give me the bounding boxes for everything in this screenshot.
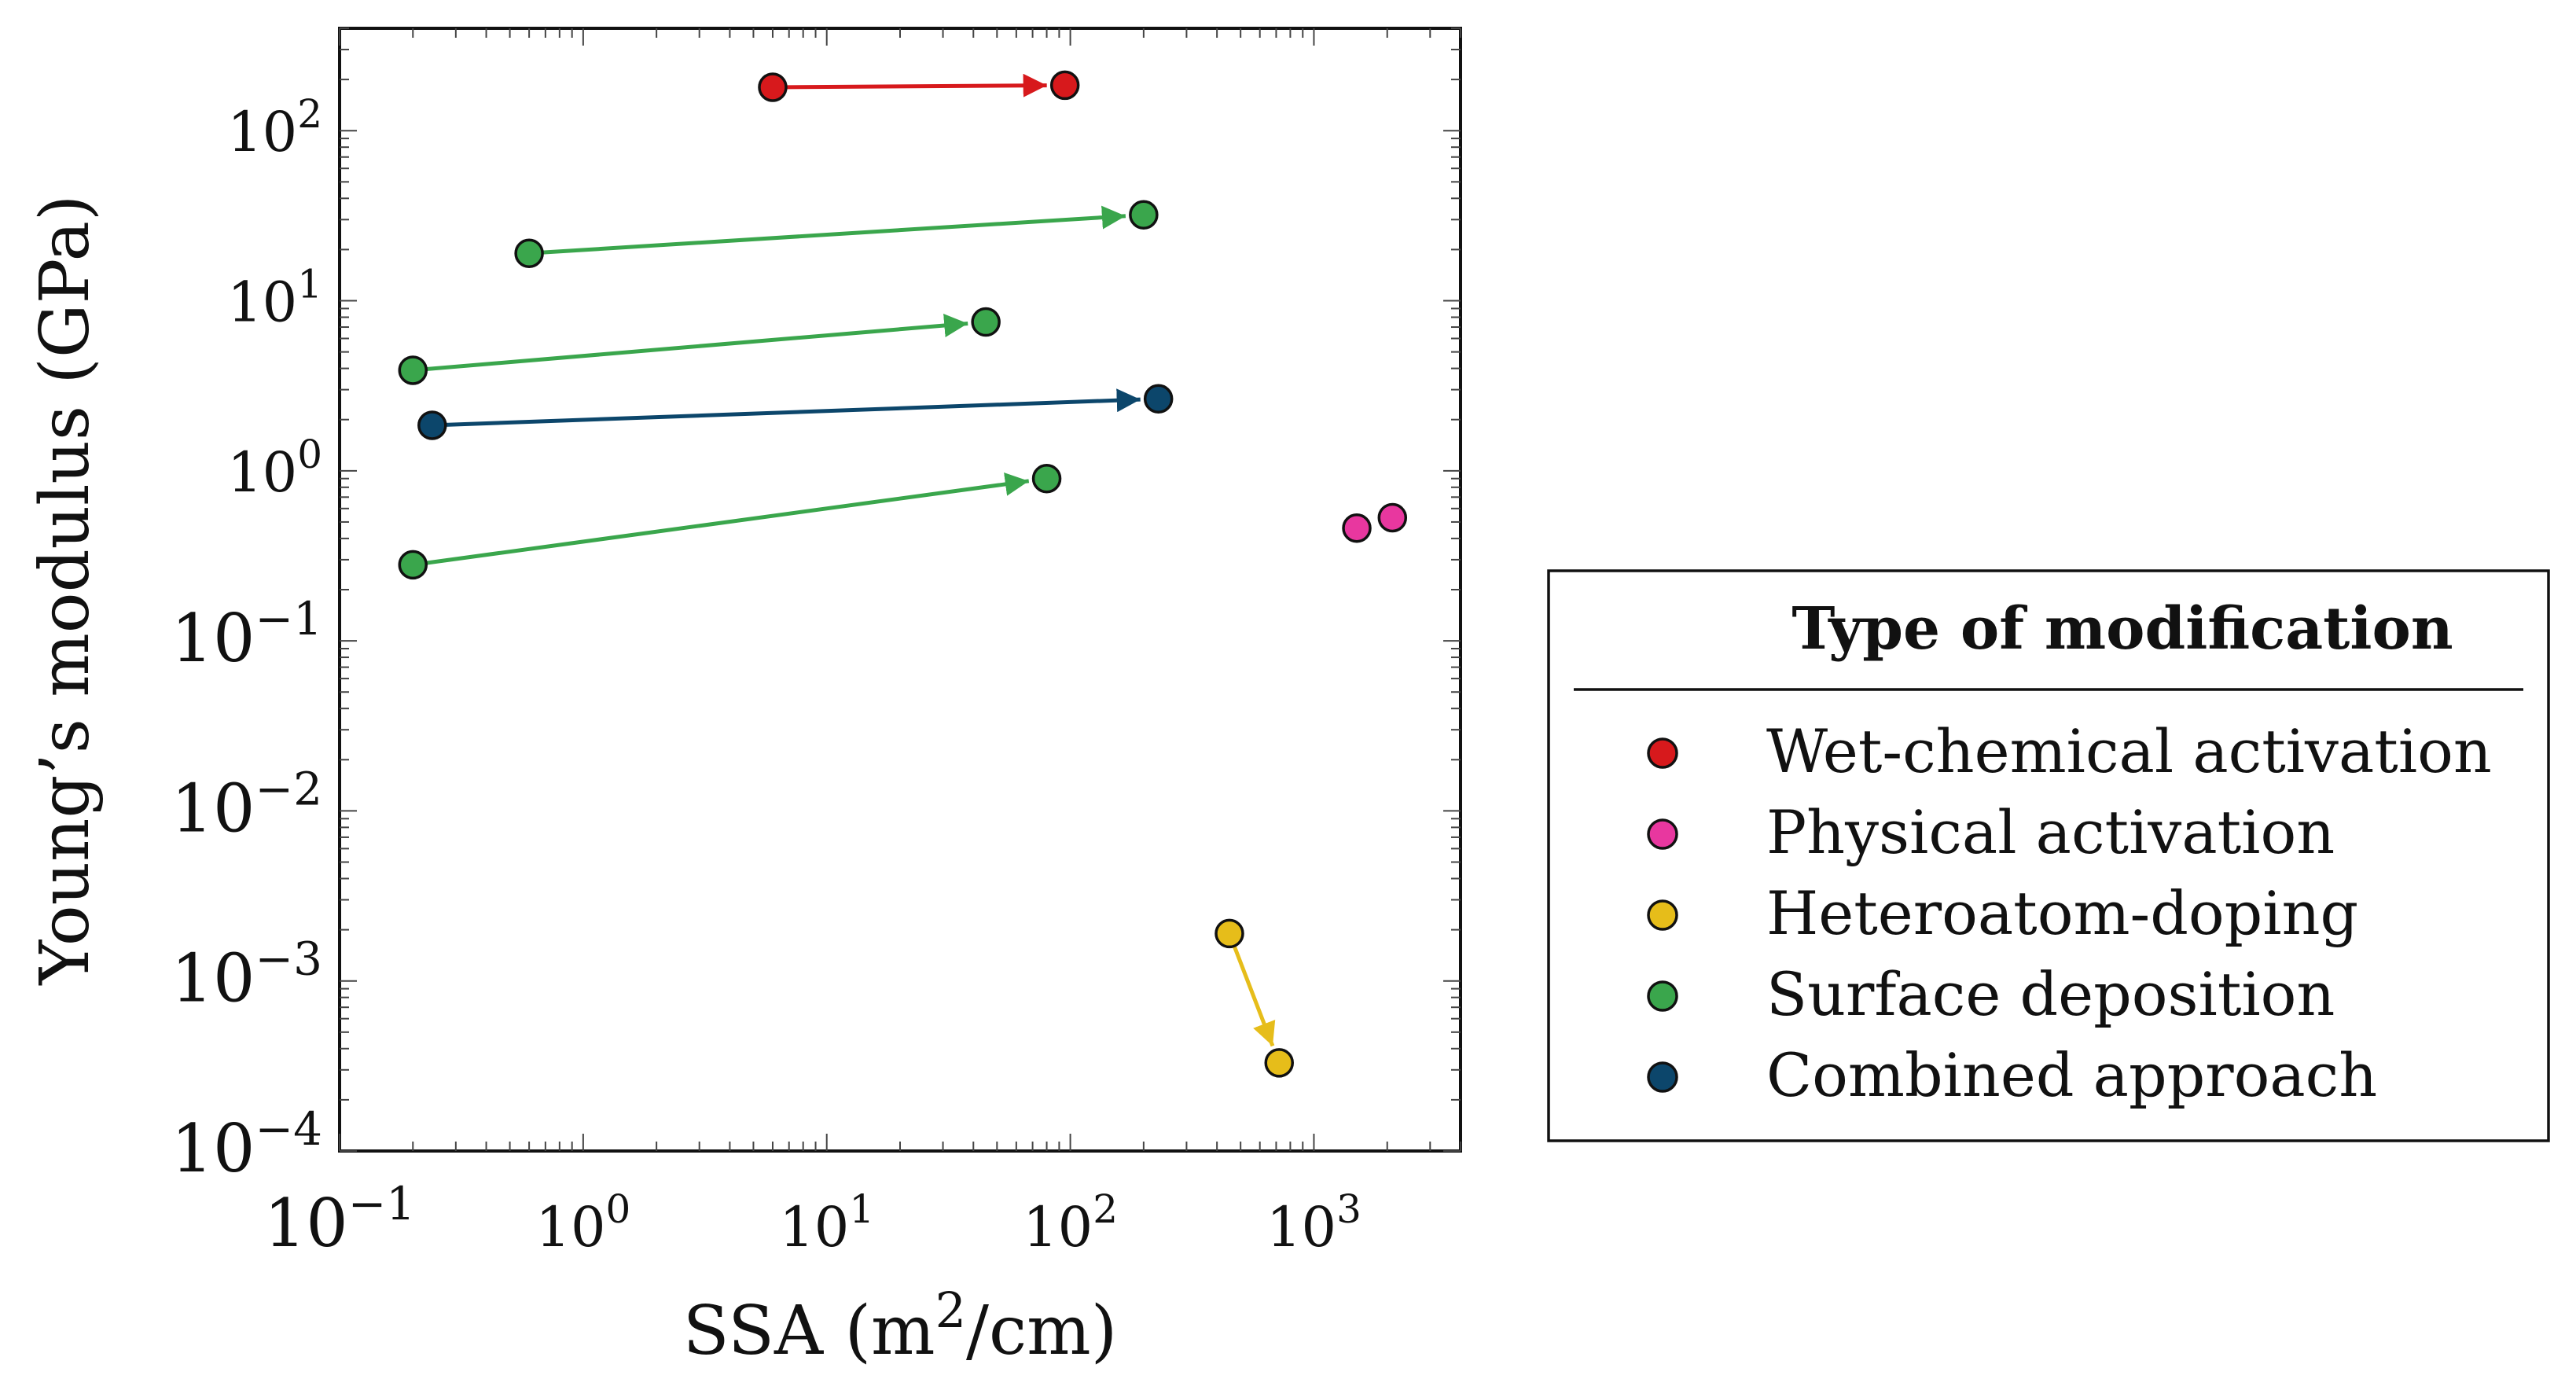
tick-label-exponent: 0 bbox=[297, 432, 322, 477]
points-layer bbox=[398, 70, 1408, 1078]
data-point bbox=[1129, 200, 1159, 230]
tick-label-base: 10 bbox=[535, 1195, 605, 1259]
x-axis-label-superscript: 2 bbox=[935, 1282, 966, 1339]
tick-label-base: 10 bbox=[171, 770, 255, 847]
legend-marker bbox=[1647, 899, 1678, 931]
tick-label-exponent: 3 bbox=[1336, 1186, 1361, 1232]
legend-label: Surface deposition bbox=[1766, 959, 2335, 1029]
arrow bbox=[425, 472, 1030, 565]
x-tick-label: 100 bbox=[535, 1186, 630, 1259]
data-point bbox=[1049, 70, 1080, 101]
legend: Type of modification Wet-chemical activa… bbox=[1547, 569, 2550, 1142]
legend-title: Type of modification bbox=[1791, 595, 2453, 663]
x-tick-label: 102 bbox=[1023, 1186, 1118, 1259]
y-tick-label: 10−1 bbox=[171, 592, 322, 677]
tick-label-base: 10 bbox=[227, 270, 297, 335]
arrow bbox=[426, 314, 968, 372]
y-tick-label: 100 bbox=[227, 432, 322, 505]
arrow bbox=[542, 205, 1126, 255]
tick-label-exponent: 0 bbox=[605, 1186, 630, 1232]
legend-marker bbox=[1647, 737, 1678, 769]
legend-label: Heteroatom-doping bbox=[1766, 878, 2358, 948]
data-point bbox=[1264, 1048, 1294, 1078]
legend-label: Physical activation bbox=[1766, 797, 2335, 867]
tick-label-base: 10 bbox=[264, 1185, 348, 1262]
legend-label: Combined approach bbox=[1766, 1040, 2377, 1110]
y-axis-label: Young’s modulus (GPa) bbox=[26, 195, 105, 986]
tick-label-exponent: −1 bbox=[348, 1177, 416, 1230]
legend-marker bbox=[1647, 1061, 1678, 1093]
y-tick-label: 101 bbox=[227, 262, 322, 335]
tick-label-base: 10 bbox=[227, 100, 297, 164]
legend-box bbox=[1547, 569, 2550, 1142]
legend-marker bbox=[1647, 980, 1678, 1012]
x-tick-label: 101 bbox=[779, 1186, 874, 1259]
axis-ticks bbox=[339, 28, 1461, 1152]
arrow bbox=[445, 388, 1141, 427]
x-tick-label: 103 bbox=[1266, 1186, 1361, 1259]
legend-marker bbox=[1647, 818, 1678, 850]
tick-label-base: 10 bbox=[227, 440, 297, 505]
arrows-layer bbox=[425, 73, 1276, 1047]
arrow bbox=[785, 73, 1047, 97]
data-point bbox=[514, 238, 544, 268]
data-point bbox=[758, 72, 788, 102]
x-axis-label-text: /cm) bbox=[966, 1292, 1117, 1370]
x-tick-label: 10−1 bbox=[264, 1177, 415, 1262]
tick-label-base: 10 bbox=[171, 940, 255, 1017]
data-point bbox=[971, 307, 1001, 337]
tick-label-exponent: 1 bbox=[849, 1186, 874, 1232]
tick-label-exponent: −4 bbox=[255, 1102, 323, 1156]
tick-label-base: 10 bbox=[171, 600, 255, 677]
data-point bbox=[1143, 384, 1174, 414]
legend-label: Wet-chemical activation bbox=[1766, 716, 2492, 786]
plot-frame bbox=[338, 27, 1462, 1153]
data-point bbox=[398, 355, 428, 385]
y-tick-label: 10−4 bbox=[171, 1102, 322, 1187]
tick-label-base: 10 bbox=[779, 1195, 849, 1259]
data-point bbox=[1215, 918, 1244, 949]
legend-items: Wet-chemical activation Physical activati… bbox=[1647, 716, 2492, 1110]
tick-label-exponent: 1 bbox=[297, 262, 322, 307]
data-point bbox=[398, 550, 428, 580]
data-point bbox=[417, 410, 447, 440]
tick-label-exponent: −3 bbox=[255, 932, 323, 986]
tick-labels: 10−1 100 101 102 10310−410−310−210−110010110… bbox=[171, 91, 1361, 1262]
y-tick-label: 10−3 bbox=[171, 932, 322, 1017]
tick-label-base: 10 bbox=[171, 1110, 255, 1187]
tick-label-base: 10 bbox=[1023, 1195, 1093, 1259]
x-axis-label: SSA (m2/cm) bbox=[683, 1282, 1118, 1370]
tick-label-exponent: −2 bbox=[255, 762, 323, 815]
y-tick-label: 10−2 bbox=[171, 762, 322, 847]
tick-label-exponent: −1 bbox=[255, 592, 323, 645]
data-point bbox=[1031, 463, 1062, 494]
y-tick-label: 102 bbox=[227, 91, 322, 164]
tick-label-exponent: 2 bbox=[1093, 1186, 1118, 1232]
arrow bbox=[1232, 945, 1276, 1047]
x-axis-label-text: SSA (m bbox=[683, 1292, 935, 1370]
data-point bbox=[1342, 513, 1372, 543]
data-point bbox=[1377, 502, 1408, 533]
tick-label-base: 10 bbox=[1266, 1195, 1336, 1259]
tick-label-exponent: 2 bbox=[297, 91, 322, 137]
